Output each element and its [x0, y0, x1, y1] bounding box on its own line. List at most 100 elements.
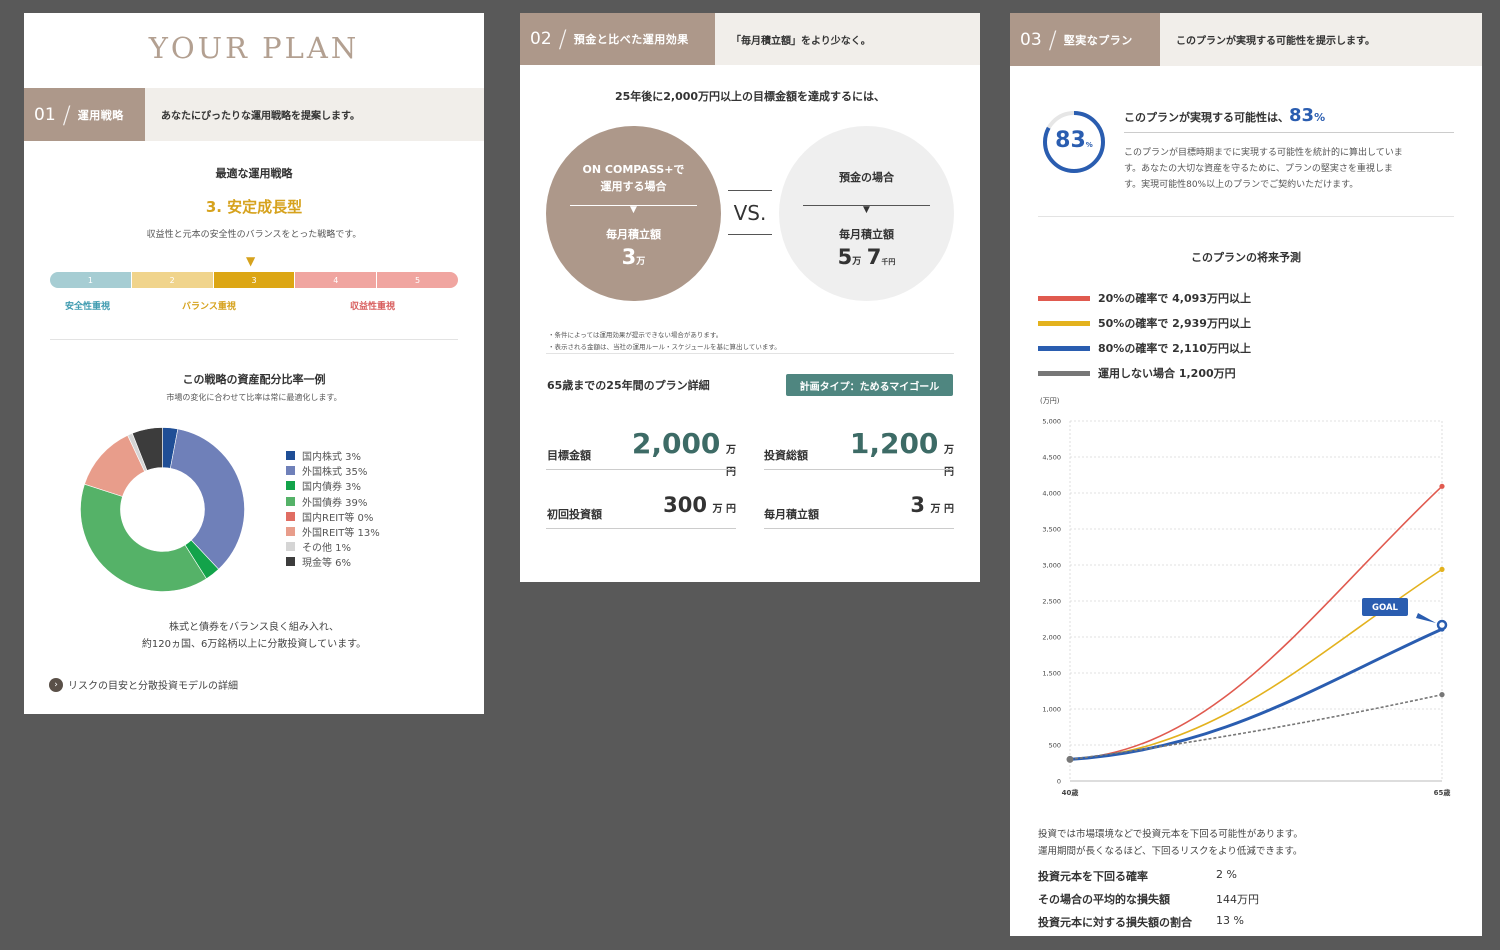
y-tick-label: 1,000 — [1042, 706, 1061, 714]
risk-row-probability: 投資元本を下回る確率 2 % — [1038, 868, 1237, 884]
legend-label: 80%の確率で 2,110万円以上 — [1098, 342, 1251, 355]
initial-label: 初回投資額 — [547, 508, 602, 521]
risk-detail-link[interactable]: › リスクの目安と分散投資モデルの詳細 — [49, 677, 238, 692]
goal-point — [1436, 619, 1448, 631]
y-tick-label: 500 — [1049, 742, 1061, 750]
gauge-unit: % — [1085, 141, 1093, 149]
series-line — [1069, 485, 1443, 761]
scale-segment: 4 — [295, 272, 378, 288]
risk-label: 投資元本を下回る確率 — [1038, 870, 1148, 883]
y-tick-label: 4,500 — [1042, 454, 1061, 462]
donut-slice — [170, 428, 245, 570]
gauge-value: 83 — [1055, 128, 1086, 153]
donut-slice — [80, 483, 207, 592]
total-value: 1,200 — [849, 427, 939, 460]
y-tick-label: 5,000 — [1042, 418, 1061, 426]
initial-unit: 万 円 — [712, 504, 736, 515]
risk-note-1: 投資では市場環境などで投資元本を下回る可能性があります。 — [1038, 829, 1303, 840]
legend-swatch — [286, 466, 295, 476]
strategy-name: 3. 安定成長型 — [205, 198, 303, 216]
deposit-value-sen: 7 — [866, 245, 882, 269]
slash-divider: / — [1048, 25, 1057, 54]
plan-title: YOUR PLAN — [148, 31, 360, 65]
note-2: ・表示される金額は、当社の運用ルール・スケジュールを基に算出しています。 — [548, 343, 781, 351]
legend-line-swatch — [1038, 345, 1090, 351]
allocation-subtitle: 市場の変化に合わせて比率は常に最適化します。 — [166, 393, 342, 402]
risk-label: 投資元本に対する損失額の割合 — [1038, 916, 1192, 929]
risk-label: その場合の平均的な損失額 — [1038, 893, 1170, 906]
panel-deposit-comparison: 02 / 預金と比べた運用効果 「毎月積立額」をより少なく。 25年後に2,00… — [520, 13, 980, 582]
section-title: 預金と比べた運用効果 — [573, 33, 689, 46]
legend-swatch — [286, 527, 295, 536]
deposit-monthly-label: 毎月積立額 — [839, 228, 894, 241]
risk-row-loss-ratio: 投資元本に対する損失額の割合 13 % — [1038, 914, 1244, 930]
section-number: 01 — [34, 104, 56, 125]
legend-label: その他 1% — [302, 543, 352, 555]
risk-value: 144万円 — [1216, 893, 1259, 906]
compass-line1: ON COMPASS+で — [582, 163, 685, 176]
target-value: 2,000 — [631, 427, 721, 460]
section-header-03: 03 / 堅実なプラン このプランが実現する可能性を提示します。 — [1010, 13, 1482, 66]
legend-line-swatch — [1038, 320, 1090, 326]
y-tick-label: 1,500 — [1042, 670, 1061, 678]
legend-swatch — [286, 511, 295, 521]
chevron-right-icon: › — [49, 677, 63, 692]
legend-label: 外国REIT等 13% — [302, 528, 380, 539]
legend-line-swatch — [1038, 370, 1090, 376]
series-line — [1069, 568, 1443, 761]
y-tick-label: 3,000 — [1042, 562, 1061, 570]
initial-value: 300 — [663, 493, 707, 517]
allocation-title: この戦略の資産配分比率一例 — [182, 373, 326, 386]
probability-gauge — [1043, 111, 1105, 173]
legend-item: その他 1% — [286, 539, 351, 554]
section-description: 「毎月積立額」をより少なく。 — [731, 35, 871, 47]
monthly-value: 3 — [910, 493, 925, 517]
forecast-legend-item: 20%の確率で 4,093万円以上 — [1038, 290, 1251, 306]
arrow-down-icon: ▼ — [863, 205, 870, 215]
series-end-point — [1439, 483, 1445, 489]
strategy-description: 収益性と元本の安全性のバランスをとった戦略です。 — [146, 230, 362, 240]
legend-item: 現金等 6% — [286, 554, 351, 569]
legend-item: 外国債券 39% — [286, 494, 367, 509]
y-tick-label: 2,500 — [1042, 598, 1061, 606]
compass-monthly-unit: 万 — [636, 257, 646, 267]
legend-item: 外国REIT等 13% — [286, 524, 380, 539]
plan-type-badge: 計画タイプ：ためるマイゴール — [786, 374, 953, 396]
scale-label-balance: バランス重視 — [182, 302, 236, 312]
compass-monthly-value: 3 — [621, 245, 637, 269]
y-axis-unit: (万円) — [1040, 397, 1060, 405]
legend-swatch — [286, 481, 295, 491]
legend-label: 運用しない場合 1,200万円 — [1098, 367, 1236, 380]
divider — [50, 339, 458, 340]
forecast-line-chart: (万円) 5,000 4,500 4,000 3,500 3,000 2,500 2,000 1… — [1040, 397, 1450, 797]
legend-label: 50%の確率で 2,939万円以上 — [1098, 317, 1251, 330]
scale-marker-icon: ▼ — [246, 254, 256, 268]
scale-segment: 2 — [131, 272, 214, 288]
target-unit: 万 円 — [726, 445, 736, 478]
legend-item: 国内株式 3% — [286, 448, 361, 463]
legend-label: 国内REIT等 0% — [302, 512, 374, 524]
legend-item: 国内債券 3% — [286, 478, 361, 493]
series-line — [1069, 693, 1443, 761]
donut-slice — [131, 427, 163, 471]
total-label: 投資総額 — [764, 449, 808, 462]
note-line-2: 約120ヵ国、6万銘柄以上に分散投資しています。 — [141, 639, 367, 650]
compass-line2: 運用する場合 — [600, 180, 667, 193]
legend-label: 20%の確率で 4,093万円以上 — [1098, 292, 1251, 305]
x-tick-label: 40歳 — [1062, 788, 1079, 797]
legend-item: 国内REIT等 0% — [286, 509, 373, 524]
deposit-value-man: 5 — [837, 245, 853, 269]
section-title: 堅実なプラン — [1063, 33, 1133, 47]
deposit-unit-man: 万 — [852, 257, 862, 267]
legend-swatch — [286, 496, 295, 506]
target-label: 目標金額 — [547, 449, 591, 462]
risk-note-2: 運用期間が長くなるほど、下回るリスクをより低減できます。 — [1038, 846, 1303, 857]
legend-label: 外国株式 35% — [302, 467, 368, 479]
section-description: あなたにぴったりな運用戦略を提案します。 — [161, 111, 360, 122]
section-header-01: 01 / 運用戦略 あなたにぴったりな運用戦略を提案します。 — [24, 88, 484, 141]
slash-divider: / — [558, 25, 567, 53]
note-line-1: 株式と債券をバランス良く組み入れ、 — [169, 622, 339, 633]
goal-pointer — [1416, 613, 1436, 623]
scale-label-safety: 安全性重視 — [65, 302, 111, 312]
